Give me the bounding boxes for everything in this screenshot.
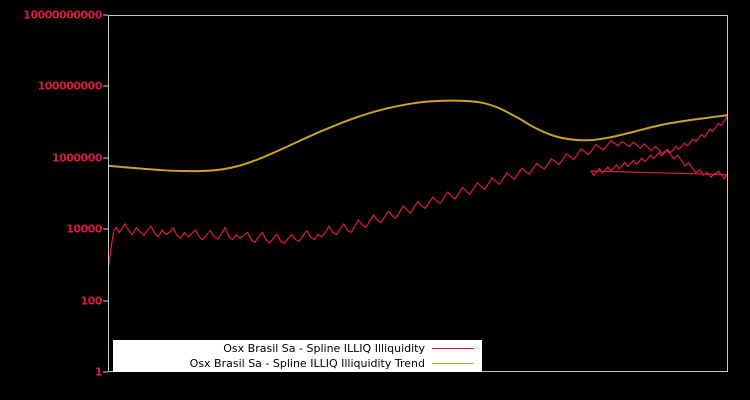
- y-axis-tick-mark: [103, 157, 108, 159]
- legend-swatch-illiquidity: [432, 348, 474, 349]
- series-line-illiquidity: [109, 116, 727, 266]
- legend-label-illiquidity: Osx Brasil Sa - Spline ILLIQ Illiquidity: [223, 342, 425, 355]
- y-axis-tick-label: 10000000000: [23, 8, 102, 22]
- y-axis-tick-label: 1000000: [51, 151, 103, 165]
- legend-label-illiquidity-trend: Osx Brasil Sa - Spline ILLIQ Illiquidity…: [189, 357, 425, 370]
- plot-area: [108, 15, 728, 372]
- y-axis-tick-mark: [103, 300, 108, 302]
- y-axis-tick-label: 100000000: [37, 79, 103, 93]
- y-axis-tick-label: 100: [80, 294, 103, 308]
- y-axis-tick-mark: [103, 228, 108, 230]
- legend-item-illiquidity-trend: Osx Brasil Sa - Spline ILLIQ Illiquidity…: [113, 356, 482, 371]
- y-axis-tick-mark: [103, 14, 108, 16]
- legend: Osx Brasil Sa - Spline ILLIQ Illiquidity…: [113, 340, 482, 372]
- series-layer: [109, 99, 727, 266]
- legend-swatch-illiquidity-trend: [432, 363, 474, 364]
- y-axis: 10000000000 100000000 1000000 10000 100 1: [0, 0, 108, 400]
- legend-item-illiquidity: Osx Brasil Sa - Spline ILLIQ Illiquidity: [113, 341, 482, 356]
- y-axis-tick-label: 1: [94, 365, 103, 379]
- y-axis-tick-label: 10000: [66, 222, 102, 236]
- series-line-illiquidity-trend: [109, 99, 727, 173]
- y-axis-tick-mark: [103, 371, 108, 373]
- y-axis-tick-mark: [103, 85, 108, 87]
